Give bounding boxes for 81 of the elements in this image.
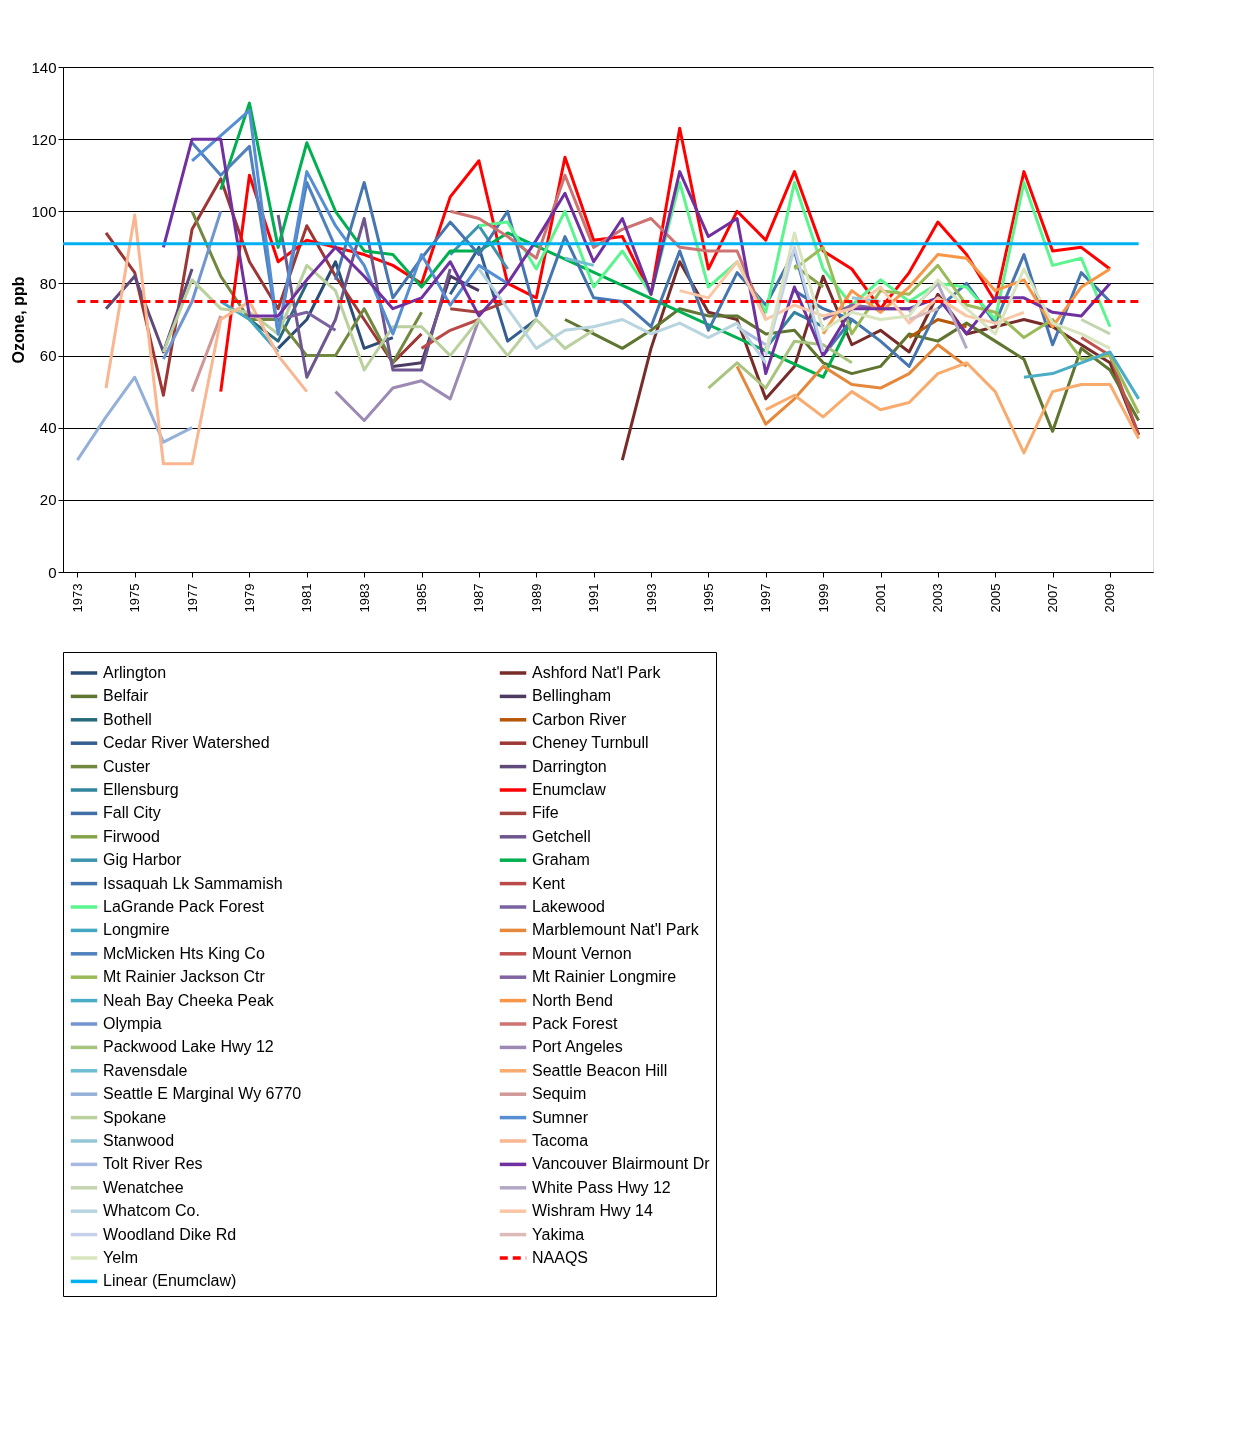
legend-label: Tacoma [532,1132,589,1149]
y-tick-label: 60 [39,347,57,365]
legend-label: Cedar River Watershed [103,734,270,752]
legend-label: Firwood [103,827,160,845]
legend-label: White Pass Hwy 12 [532,1178,671,1196]
legend-label: Ellensburg [103,781,179,798]
legend-label: Cheney Turnbull [532,734,649,752]
legend-label: Spokane [103,1108,167,1126]
legend-label: Sequim [532,1085,587,1103]
legend-label: LaGrande Pack Forest [103,898,265,915]
x-tick-label: 1973 [69,583,85,613]
legend-label: Fife [532,804,559,822]
legend-label: NAAQS [532,1249,589,1266]
x-tick-label: 1987 [471,583,487,613]
legend-label: Getchell [532,827,591,845]
legend-label: Graham [532,851,590,869]
legend-label: Ravensdale [103,1061,188,1079]
legend-label: Wishram Hwy 14 [532,1202,654,1220]
legend-label: North Bend [532,991,613,1009]
legend-label: Longmire [103,921,170,939]
legend-label: Bothell [103,710,152,728]
x-tick-label: 1985 [414,583,430,613]
x-tick-label: 1981 [299,583,315,613]
x-tick-label: 1977 [184,583,200,613]
legend-label: Sumner [532,1108,589,1126]
x-tick-label: 1983 [356,583,372,613]
legend-label: Belfair [103,687,150,705]
legend-label: Yakima [532,1225,585,1243]
y-tick-label: 80 [39,274,57,292]
legend-label: Port Angeles [532,1038,623,1056]
legend-label: Mt Rainier Jackson Ctr [103,968,266,986]
legend-label: Vancouver Blairmount Dr [532,1155,711,1173]
x-tick-label: 1979 [241,583,257,613]
y-tick-label: 120 [31,130,57,148]
x-tick-label: 1991 [586,583,602,613]
x-tick-label: 1975 [127,583,143,613]
legend-label: Olympia [103,1015,162,1032]
y-tick-label: 100 [31,202,57,220]
legend-label: Woodland Dike Rd [103,1225,237,1243]
legend-label: Custer [103,757,151,775]
legend-label: Yelm [103,1249,138,1266]
legend-label: Mt Rainier Longmire [532,968,677,986]
legend-label: Seattle Beacon Hill [532,1061,668,1079]
x-tick-label: 1989 [528,583,544,613]
y-tick-label: 40 [39,419,57,437]
legend-label: Tolt River Res [103,1155,203,1173]
legend-label: Seattle E Marginal Wy 6770 [103,1085,302,1103]
legend-label: Darrington [532,757,607,775]
y-axis-title: Ozone, ppb [10,276,28,364]
x-tick-label: 1997 [758,583,774,613]
x-tick-label: 2001 [873,583,888,613]
legend-label: Enumclaw [532,781,607,798]
x-tick-label: 2003 [930,583,946,613]
x-tick-label: 2005 [987,583,1003,613]
x-tick-label: 1993 [643,583,659,613]
legend-label: Wenatchee [103,1178,184,1196]
legend-label: Bellingham [532,687,612,705]
legend-label: Whatcom Co. [103,1202,200,1220]
legend-label: Gig Harbor [103,851,182,869]
y-tick-label: 20 [39,491,57,509]
y-tick-label: 140 [31,58,57,76]
legend-label: Stanwood [103,1132,175,1149]
x-tick-label: 1995 [700,583,716,613]
legend-label: Mount Vernon [532,944,632,962]
legend-label: Arlington [103,664,167,681]
legend-label: Fall City [103,804,161,822]
legend-label: Pack Forest [532,1015,618,1032]
legend-label: Issaquah Lk Sammamish [103,874,283,892]
legend-label: Linear (Enumclaw) [103,1272,237,1290]
x-tick-label: 1999 [815,583,831,613]
legend-label: Packwood Lake Hwy 12 [103,1038,274,1056]
x-tick-label: 2009 [1102,583,1118,613]
y-tick-label: 0 [48,563,57,581]
legend-label: McMicken Hts King Co [103,944,265,962]
x-tick-label: 2007 [1045,583,1061,613]
legend-label: Lakewood [532,898,605,915]
legend-label: Ashford Nat'l Park [532,664,662,681]
legend-label: Kent [532,874,566,892]
legend-label: Marblemount Nat'l Park [532,921,700,939]
legend-label: Carbon River [532,710,627,728]
legend-label: Neah Bay Cheeka Peak [103,991,275,1009]
